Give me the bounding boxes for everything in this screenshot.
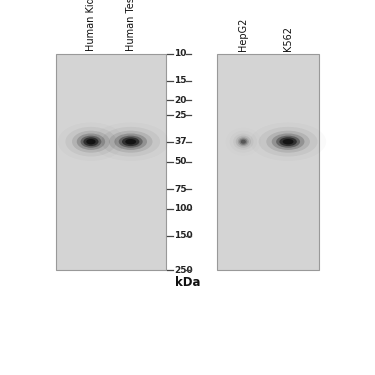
Ellipse shape <box>101 127 160 156</box>
Text: 20: 20 <box>174 96 186 105</box>
Ellipse shape <box>238 137 249 146</box>
Ellipse shape <box>72 131 110 153</box>
Ellipse shape <box>109 131 153 153</box>
Bar <box>217 54 319 270</box>
Text: kDa: kDa <box>175 276 200 289</box>
Text: 100: 100 <box>174 204 192 213</box>
Ellipse shape <box>125 139 136 144</box>
Text: 150: 150 <box>174 231 192 240</box>
Ellipse shape <box>81 136 101 148</box>
Ellipse shape <box>83 137 99 146</box>
Ellipse shape <box>77 134 105 150</box>
Ellipse shape <box>236 136 251 148</box>
Ellipse shape <box>65 127 116 156</box>
Text: 75: 75 <box>174 185 186 194</box>
Ellipse shape <box>241 140 246 144</box>
Ellipse shape <box>276 136 300 148</box>
Ellipse shape <box>119 136 142 148</box>
Text: 37: 37 <box>174 137 186 146</box>
Text: HepG2: HepG2 <box>238 17 248 51</box>
Ellipse shape <box>114 134 147 150</box>
Text: 50: 50 <box>174 158 186 166</box>
Ellipse shape <box>122 137 140 146</box>
Ellipse shape <box>239 138 248 145</box>
Ellipse shape <box>259 127 318 156</box>
Bar <box>56 54 166 270</box>
Text: 10: 10 <box>174 49 186 58</box>
Text: Human Kidney: Human Kidney <box>86 0 96 51</box>
Ellipse shape <box>283 139 294 144</box>
Text: 250: 250 <box>174 266 192 275</box>
Text: 25: 25 <box>174 111 186 120</box>
Text: Human Testis: Human Testis <box>126 0 136 51</box>
Ellipse shape <box>279 137 297 146</box>
Ellipse shape <box>272 134 304 150</box>
Ellipse shape <box>266 131 310 153</box>
Text: 15: 15 <box>174 76 186 86</box>
Text: K562: K562 <box>283 26 293 51</box>
Ellipse shape <box>86 139 96 144</box>
